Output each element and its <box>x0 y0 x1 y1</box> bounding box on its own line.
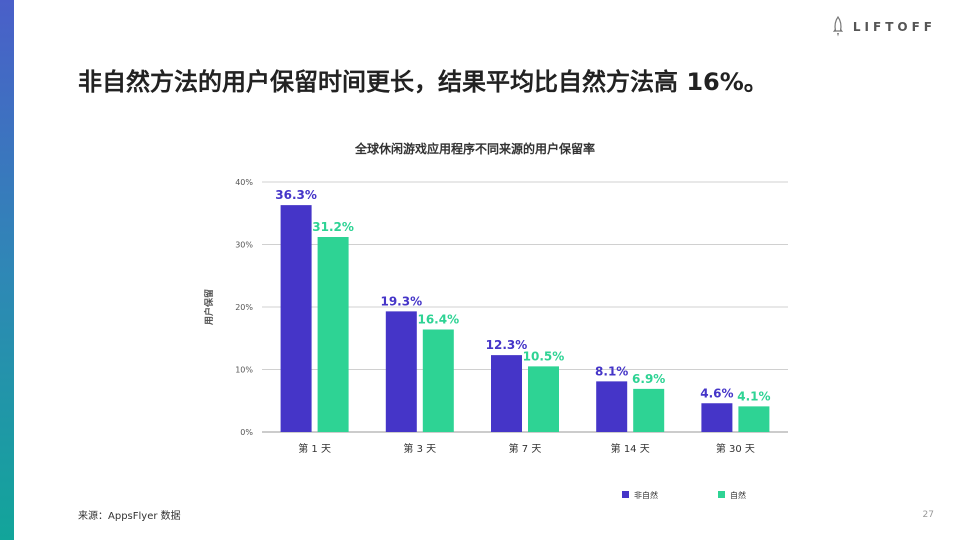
legend-label: 非自然 <box>634 490 658 500</box>
bar-organic <box>738 406 770 432</box>
bar-organic <box>528 366 559 432</box>
x-tick-label: 第 14 天 <box>611 442 650 455</box>
logo-text: LIFTOFF <box>852 20 936 34</box>
source-note: 来源：AppsFlyer 数据 <box>78 511 181 522</box>
x-tick-label: 第 7 天 <box>509 442 542 455</box>
y-tick-label: 10% <box>235 366 253 375</box>
bar-organic <box>633 388 665 432</box>
y-tick-label: 40% <box>235 178 253 187</box>
legend-swatch <box>622 491 629 498</box>
bar-non-organic <box>596 381 628 432</box>
data-label: 19.3% <box>380 294 422 308</box>
bar-non-organic <box>280 205 312 432</box>
data-label: 8.1% <box>595 364 628 378</box>
bar-non-organic <box>491 355 522 432</box>
logo: LIFTOFF <box>831 16 936 38</box>
bar-non-organic <box>385 311 417 432</box>
y-tick-label: 20% <box>235 303 253 312</box>
bar-organic <box>422 329 454 432</box>
data-label: 4.6% <box>700 386 733 400</box>
bar-non-organic <box>701 403 733 432</box>
legend-swatch <box>718 491 725 498</box>
page-title: 非自然方法的用户保留时间更长，结果平均比自然方法高 16%。 <box>78 68 768 96</box>
data-label: 31.2% <box>312 220 354 234</box>
y-tick-label: 30% <box>235 241 253 250</box>
data-label: 16.4% <box>417 313 459 327</box>
accent-bar <box>0 0 14 540</box>
data-label: 36.3% <box>275 188 317 202</box>
chart-title: 全球休闲游戏应用程序不同来源的用户保留率 <box>354 141 595 156</box>
x-tick-label: 第 1 天 <box>298 442 331 455</box>
x-tick-label: 第 3 天 <box>403 442 436 455</box>
y-tick-label: 0% <box>240 428 253 437</box>
bar-organic <box>317 237 349 432</box>
x-tick-label: 第 30 天 <box>716 442 755 455</box>
data-label: 12.3% <box>486 338 528 352</box>
data-label: 10.5% <box>523 349 565 363</box>
data-label: 6.9% <box>632 372 665 386</box>
rocket-icon <box>832 16 843 37</box>
page-number: 27 <box>922 510 934 520</box>
legend-label: 自然 <box>730 490 746 500</box>
data-label: 4.1% <box>737 389 770 403</box>
y-axis-label: 用户保留 <box>203 289 215 326</box>
